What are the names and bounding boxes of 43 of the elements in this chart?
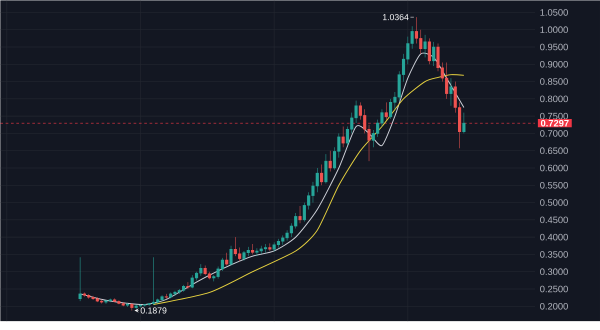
y-tick-label: 0.2500 xyxy=(540,286,568,292)
candlestick xyxy=(424,34,427,58)
y-tick-label: 0.8000 xyxy=(540,95,568,102)
y-tick-label: 0.2000 xyxy=(540,302,568,310)
candlestick xyxy=(169,292,172,298)
candlestick xyxy=(208,271,212,280)
candlestick xyxy=(428,38,431,64)
y-tick-label: 0.3000 xyxy=(540,268,568,275)
candlestick xyxy=(229,245,233,266)
annotation: 0.1879 xyxy=(140,307,166,314)
candlestick xyxy=(126,302,130,308)
y-tick-label: 1.0500 xyxy=(540,8,568,16)
y-tick-label: 0.4000 xyxy=(540,234,568,240)
y-tick-label: 0.6000 xyxy=(540,164,568,172)
candlestick xyxy=(122,302,125,306)
y-tick-label: 0.5000 xyxy=(540,199,568,206)
y-tick-label: 0.9000 xyxy=(540,60,568,68)
annotation: 1.0364 xyxy=(382,14,409,20)
candlestick xyxy=(104,300,108,304)
ref-line-label: 0.7297 xyxy=(540,120,569,126)
candlestick xyxy=(160,294,164,302)
candlestick xyxy=(91,296,95,300)
line-series xyxy=(152,74,464,305)
y-tick-label: 0.7000 xyxy=(540,130,568,137)
candlestick xyxy=(298,206,302,224)
candlestick xyxy=(276,238,280,248)
candlestick xyxy=(419,29,422,54)
candlestick xyxy=(138,304,142,308)
candlestick xyxy=(389,98,392,120)
candlestick xyxy=(432,41,436,66)
candlestick xyxy=(251,244,254,255)
y-tick-label: 1.0000 xyxy=(540,26,568,33)
candlestick xyxy=(264,244,268,253)
y-tick-label: 0.8500 xyxy=(540,78,568,85)
y-tick-label: 0.3500 xyxy=(540,250,568,258)
y-tick-label: 0.9500 xyxy=(540,44,568,50)
candlestick xyxy=(449,78,453,106)
candlestick xyxy=(242,250,246,261)
y-tick-label: 0.6500 xyxy=(540,147,568,154)
candlestick xyxy=(320,164,324,186)
y-tick-label: 0.5500 xyxy=(540,182,568,188)
y-tick-label: 0.4500 xyxy=(540,216,568,224)
candlestick xyxy=(190,274,194,288)
